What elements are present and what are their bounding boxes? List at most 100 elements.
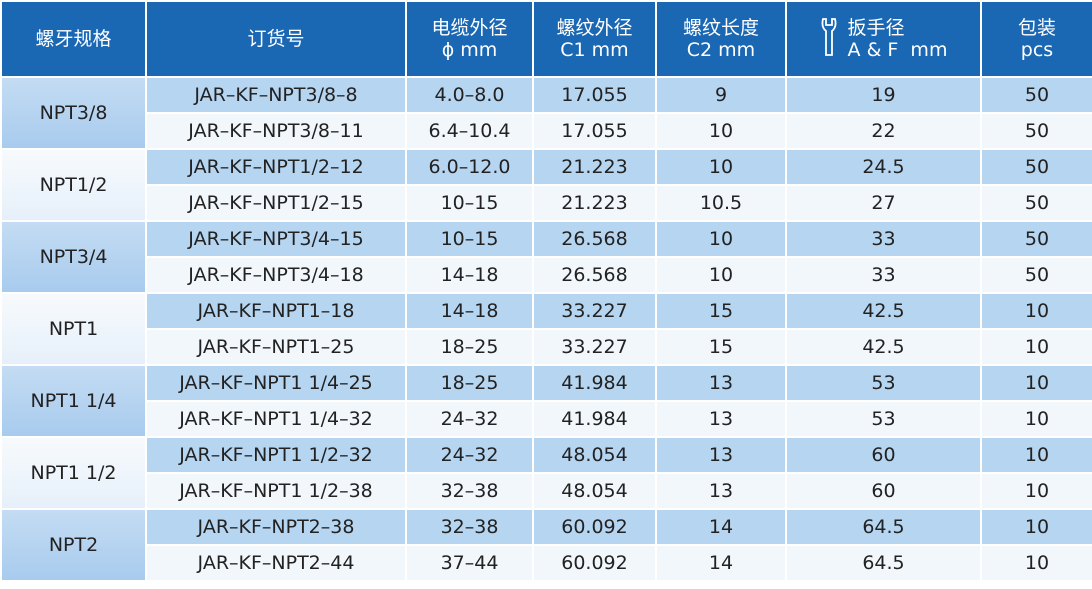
header-cell: 包装 pcs (980, 0, 1092, 78)
header-text: 电缆外径 (431, 17, 508, 39)
table-row: NPT1/2 JAR–KF–NPT1/2–12 6.0–12.0 21.223 10 24… (0, 148, 1092, 222)
table-cell: 10 (655, 148, 787, 186)
spec-cell: NPT1 (0, 292, 147, 366)
table-cell: 6.4–10.4 (405, 112, 534, 150)
spec-cell: NPT2 (0, 508, 147, 582)
header-text: 螺纹长度 (682, 17, 759, 39)
table-cell: 41.984 (532, 400, 657, 438)
table-cell: 24–32 (405, 400, 534, 438)
table-cell: 10 (980, 436, 1092, 474)
table-cell: 13 (655, 400, 787, 438)
table-cell: 64.5 (785, 508, 982, 546)
table-cell: 18–25 (405, 364, 534, 402)
table-cell: 60.092 (532, 544, 657, 582)
table-cell: 33 (785, 256, 982, 294)
table-cell: JAR–KF–NPT1/2–15 (145, 184, 407, 222)
table-cell: 22 (785, 112, 982, 150)
table-cell: 48.054 (532, 436, 657, 474)
table-cell: JAR–KF–NPT2–44 (145, 544, 407, 582)
table-cell: 10–15 (405, 220, 534, 258)
spec-cell: NPT1/2 (0, 148, 147, 222)
table-cell: 27 (785, 184, 982, 222)
table-cell: 14–18 (405, 292, 534, 330)
table-row: JAR–KF–NPT1–25 18–25 33.227 15 42.5 10 (1, 328, 1092, 366)
header-text: 螺纹外径 (556, 17, 633, 39)
table-cell: 14–18 (405, 256, 534, 294)
table-cell: 14 (655, 508, 787, 546)
header-text: 螺牙规格 (35, 28, 112, 50)
table-cell: 24–32 (405, 436, 534, 474)
table-header: 螺牙规格 订货号 电缆外径 ϕ mm 螺纹外径 C1 mm 螺纹长度 C2 mm 扳手… (0, 0, 1092, 78)
table-cell: 18–25 (405, 328, 534, 366)
table-cell: 19 (785, 76, 982, 114)
table-cell: JAR–KF–NPT1 1/4–25 (145, 364, 407, 402)
table-cell: 14 (655, 544, 787, 582)
table-cell: 26.568 (532, 220, 657, 258)
table-row: NPT3/8 JAR–KF–NPT3/8–8 4.0–8.0 17.055 9 19 50 (0, 76, 1092, 150)
table-row: JAR–KF–NPT1/2–15 10–15 21.223 10.5 27 50 (1, 184, 1092, 222)
table-row: JAR–KF–NPT1 1/4–32 24–32 41.984 13 53 10 (1, 400, 1092, 438)
table-cell: JAR–KF–NPT1/2–12 (145, 148, 407, 186)
table-cell: 41.984 (532, 364, 657, 402)
table-row: NPT1 1/2 JAR–KF–NPT1 1/2–32 24–32 48.054 13 6… (0, 436, 1092, 510)
table-cell: JAR–KF–NPT1 1/4–32 (145, 400, 407, 438)
table-cell: 50 (980, 256, 1092, 294)
table-cell: 10 (655, 256, 787, 294)
table-cell: 21.223 (532, 184, 657, 222)
table-cell: 10 (980, 400, 1092, 438)
table-cell: 13 (655, 472, 787, 510)
table-cell: 26.568 (532, 256, 657, 294)
table-cell: JAR–KF–NPT3/4–18 (145, 256, 407, 294)
table-cell: 42.5 (785, 292, 982, 330)
table-cell: JAR–KF–NPT3/8–11 (145, 112, 407, 150)
header-unit: pcs (1020, 39, 1054, 61)
table-cell: 10.5 (655, 184, 787, 222)
table-cell: 33 (785, 220, 982, 258)
table-cell: JAR–KF–NPT1 1/2–32 (145, 436, 407, 474)
header-cell: 扳手径 A & F mm (785, 0, 982, 78)
table-cell: 33.227 (532, 328, 657, 366)
table-cell: 53 (785, 364, 982, 402)
table-row: NPT2 JAR–KF–NPT2–38 32–38 60.092 14 64.5 10 (0, 508, 1092, 582)
table-cell: 10 (980, 364, 1092, 402)
table-row: NPT1 1/4 JAR–KF–NPT1 1/4–25 18–25 41.984 13 5… (0, 364, 1092, 438)
table-row: JAR–KF–NPT3/8–11 6.4–10.4 17.055 10 22 50 (1, 112, 1092, 150)
wrench-icon (821, 18, 836, 56)
spec-cell: NPT3/8 (0, 76, 147, 150)
table-cell: 21.223 (532, 148, 657, 186)
header-cell: 螺纹长度 C2 mm (655, 0, 787, 78)
table-cell: 10 (980, 544, 1092, 582)
table-cell: 17.055 (532, 112, 657, 150)
table-cell: 9 (655, 76, 787, 114)
table-row: NPT3/4 JAR–KF–NPT3/4–15 10–15 26.568 10 33 50 (0, 220, 1092, 294)
table-cell: 33.227 (532, 292, 657, 330)
table-cell: 32–38 (405, 508, 534, 546)
table-cell: 15 (655, 292, 787, 330)
table-cell: JAR–KF–NPT1–18 (145, 292, 407, 330)
header-cell: 电缆外径 ϕ mm (405, 0, 534, 78)
spec-cell: NPT3/4 (0, 220, 147, 294)
table-cell: 64.5 (785, 544, 982, 582)
table-cell: 17.055 (532, 76, 657, 114)
table-cell: 48.054 (532, 472, 657, 510)
table-cell: 24.5 (785, 148, 982, 186)
table-row: NPT1 JAR–KF–NPT1–18 14–18 33.227 15 42.5 10 (0, 292, 1092, 366)
table-cell: 10 (980, 328, 1092, 366)
table-cell: 60 (785, 472, 982, 510)
header-cell: 螺纹外径 C1 mm (532, 0, 657, 78)
table-cell: 32–38 (405, 472, 534, 510)
table-cell: 10 (655, 112, 787, 150)
table-row: JAR–KF–NPT3/4–18 14–18 26.568 10 33 50 (1, 256, 1092, 294)
table-cell: JAR–KF–NPT3/8–8 (145, 76, 407, 114)
table-row: JAR–KF–NPT2–44 37–44 60.092 14 64.5 10 (1, 544, 1092, 582)
table-body: NPT3/8 JAR–KF–NPT3/8–8 4.0–8.0 17.055 9 19 50 J… (0, 76, 1092, 582)
table-row: JAR–KF–NPT1 1/2–38 32–38 48.054 13 60 10 (1, 472, 1092, 510)
table-cell: 60 (785, 436, 982, 474)
table-cell: 53 (785, 400, 982, 438)
header-unit: C2 mm (686, 39, 756, 61)
table-cell: 10–15 (405, 184, 534, 222)
header-text: 包装 (1017, 17, 1056, 39)
table-cell: 10 (980, 508, 1092, 546)
header-text: 订货号 (247, 28, 305, 50)
